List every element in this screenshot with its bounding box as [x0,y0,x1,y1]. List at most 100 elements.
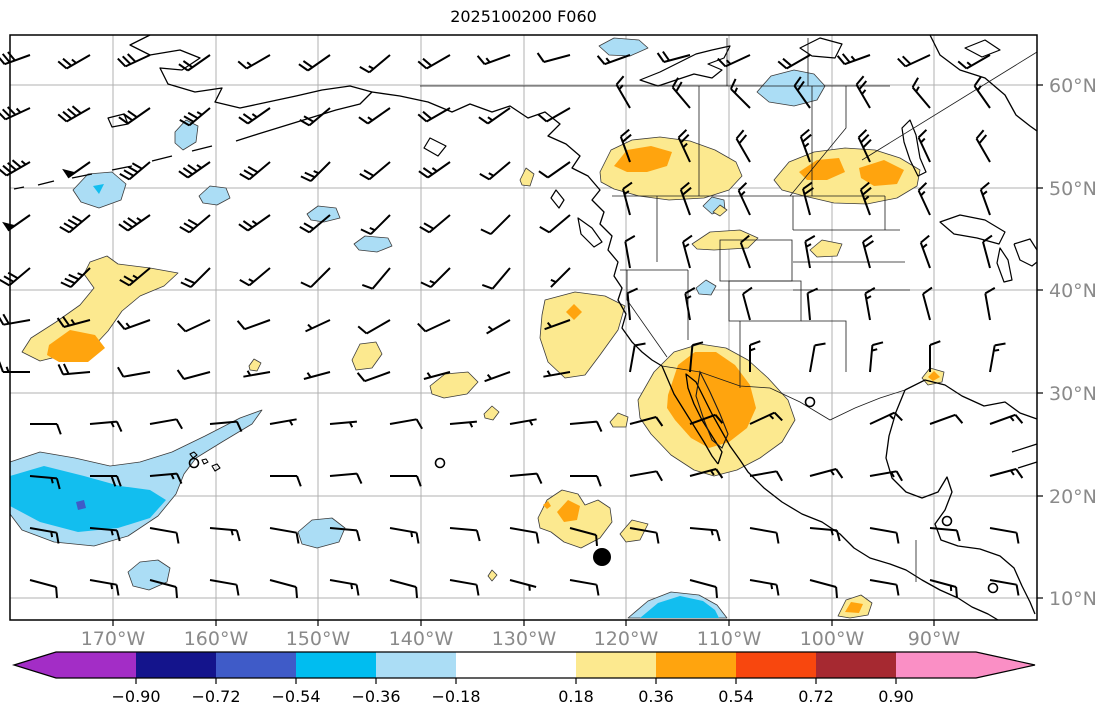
wind-barb [478,107,511,125]
calm-wind-circle [188,457,200,469]
wind-barb [449,420,477,428]
contour-region [483,405,500,421]
colorbar-outline [11,651,1036,679]
wind-barb [509,579,537,591]
wind-barb [859,181,872,216]
lat-axis-label: 40°N [1049,280,1097,302]
colorbar-segment [736,652,816,678]
wind-barb [922,286,933,321]
wind-barb [570,475,602,487]
wind-barb [749,579,780,596]
contour-region [429,371,479,399]
wind-barb [749,470,783,482]
wind-barb [89,420,123,433]
wind-barb [117,53,151,68]
wind-barb [629,416,664,427]
lon-axis-label: 120°W [594,628,659,650]
wind-barb [536,52,571,63]
contour-region [76,500,86,510]
wind-barb [989,342,1006,373]
wind-barb [299,107,331,127]
wind-barb [855,75,871,109]
wind-barb [389,579,418,598]
wind-barb [682,234,693,269]
wind-barb [717,54,751,68]
wind-barb [596,54,631,66]
wind-barb [0,267,31,287]
wind-barb [793,76,811,109]
colorbar-under-arrow [14,652,56,678]
wind-barb [862,234,874,269]
calm-wind-circle [434,457,446,469]
wind-barb [90,475,122,487]
colorbar-segment [656,652,736,678]
wind-barb [119,267,151,287]
wind-barb [679,181,692,216]
contour-region [487,569,498,582]
wind-barb [149,527,180,544]
wind-barb [360,214,391,236]
colorbar-tick-label: 0.18 [558,687,594,706]
wind-barb [982,234,993,269]
lon-axis-label: 160°W [184,628,249,650]
lat-axis-label: 60°N [1049,75,1097,97]
wind-barb [420,267,451,289]
wind-barb [209,579,240,596]
wind-barb [89,579,120,596]
wind-barb [209,527,241,542]
wind-barb [671,77,691,109]
wind-barb [0,106,31,121]
colorbar-segment [376,652,456,678]
wind-barb [180,267,211,289]
coastlines [13,34,1038,621]
wind-barb [423,371,451,380]
wind-barb [486,319,511,335]
wind-barb [361,267,391,290]
contour-region [756,69,826,107]
lon-axis-label: 110°W [697,628,762,650]
wind-barb [356,371,391,383]
lon-axis-label: 100°W [800,628,865,650]
wind-barb [957,54,991,70]
wind-barb [869,527,900,544]
contour-region [10,466,166,532]
contour-region [351,341,383,371]
colorbar-tick-label: −0.36 [351,687,400,706]
calm-wind-circle [804,396,816,408]
wind-barb [0,361,30,373]
axis-ticks [112,84,1043,626]
wind-barb [975,129,991,163]
wind-barb [29,579,58,598]
wind-barb [236,319,271,331]
wind-barb [626,287,639,321]
wind-barb [777,54,811,70]
wind-barb [359,161,391,181]
contour-region [640,596,719,618]
lon-axis-label: 90°W [908,628,961,650]
wind-barb [615,75,631,109]
wind-barb [484,371,511,383]
wind-barb [0,51,31,66]
wind-barb [689,341,704,373]
wind-barb [799,128,812,163]
wind-barb [239,267,271,287]
axis-labels: 170°W 160°W 150°W 140°W 130°W 120°W 110°W 100°W… [81,75,1097,650]
wind-barb [749,340,761,372]
wind-barb [749,411,783,425]
contour-region [539,291,626,379]
wind-barb [300,267,331,289]
wind-barb [299,214,331,234]
wind-barb [179,107,211,127]
lon-axis-label: 140°W [389,628,454,650]
colorbar: −0.90 −0.72 −0.54 −0.36 −0.18 0.18 0.36 0.54 0.7… [11,651,1036,706]
wind-barb [897,54,931,68]
contour-region [248,358,262,372]
wind-barb [243,370,271,378]
contour-region [543,501,551,509]
wind-barb [989,413,1024,425]
wind-barb [622,181,633,216]
wind-barb [176,369,211,380]
wind-barb [619,128,632,163]
wind-barb [62,161,91,179]
wind-barb [804,235,816,269]
